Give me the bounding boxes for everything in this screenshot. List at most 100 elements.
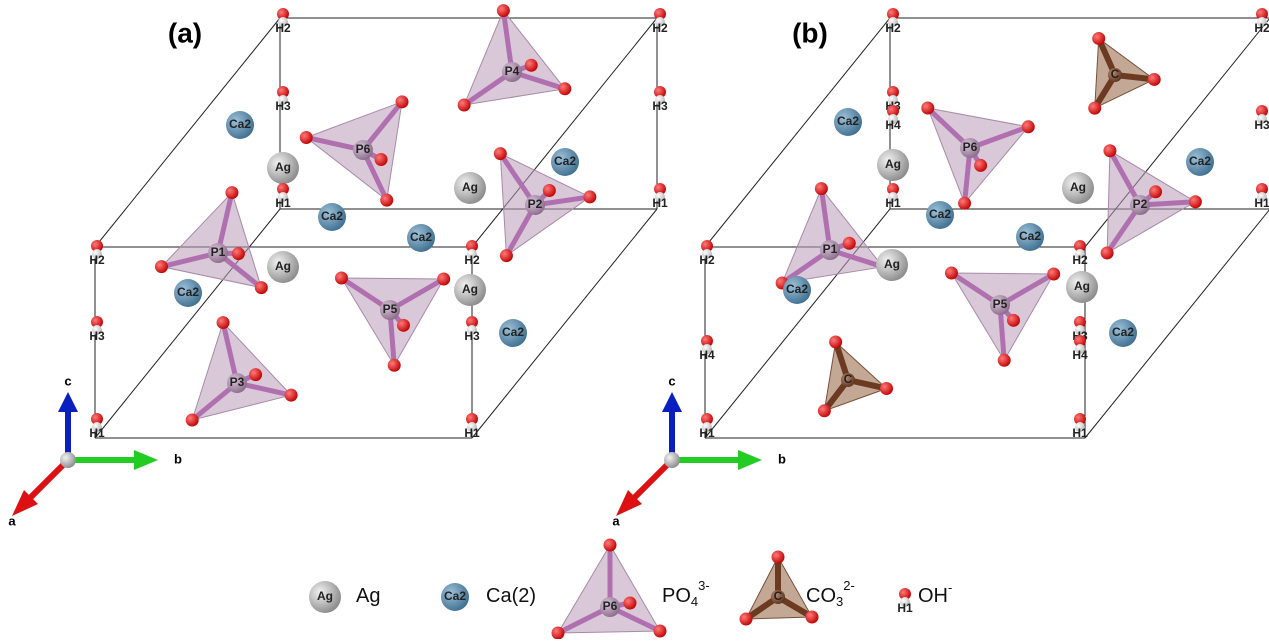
legend-base: PO — [662, 585, 691, 607]
legend-text: CO32- — [806, 578, 855, 609]
axis-label: a — [8, 513, 16, 528]
oxygen — [437, 273, 450, 286]
atom-label: H1 — [89, 426, 105, 440]
oxygen — [1148, 73, 1161, 86]
axis-label: a — [612, 513, 620, 528]
atom-label: Ag — [275, 259, 291, 273]
oxygen — [772, 551, 785, 564]
oxygen — [806, 611, 819, 624]
arrow — [58, 392, 78, 412]
axis-a — [634, 460, 672, 498]
atom-label: H4 — [885, 118, 901, 132]
atom-label: P6 — [603, 599, 618, 613]
oxygen — [494, 147, 507, 160]
oxygen — [740, 613, 753, 626]
axis-label: c — [668, 373, 675, 388]
oxygen — [1103, 144, 1116, 157]
oxygen — [300, 131, 313, 144]
oxygen — [583, 190, 596, 203]
legend-text: Ag — [356, 585, 380, 607]
oxygen — [375, 153, 388, 166]
atom-label: P2 — [528, 197, 543, 211]
panel: (a)H2H3AgH1H2H3H1Ca2Ca2Ca2Ca2Ca2Ca2AgAgA… — [8, 4, 668, 528]
atom-label: H3 — [1254, 118, 1269, 132]
oxygen — [458, 98, 471, 111]
atom-label: Ca2 — [410, 230, 432, 244]
atom-label: Ca2 — [1189, 154, 1211, 168]
oxygen — [397, 319, 410, 332]
oxygen — [249, 368, 262, 381]
atom-label: H2 — [464, 253, 480, 267]
atom-label: H1 — [275, 196, 291, 210]
legend-base: Ca(2) — [486, 585, 536, 607]
atom-label: H1 — [897, 601, 913, 615]
oxygen — [958, 197, 971, 210]
atom-label: P3 — [230, 375, 245, 389]
atom-label: Ag — [462, 282, 478, 296]
oxygen — [396, 95, 409, 108]
atom-label: Ag — [884, 257, 900, 271]
axis-label: b — [778, 451, 786, 466]
oxygen — [232, 247, 245, 260]
legend: AgAgCa2Ca(2)P6PO43-CCO32-H1OH- — [309, 539, 952, 640]
atom-label: H2 — [699, 253, 715, 267]
atom-label: P1 — [823, 242, 838, 256]
atom-label: H2 — [275, 21, 291, 35]
figure: (a) H2 H3 Ag H1 H2 H3 H1 Ca2 Ca2 Ca2 Ca2 Ca2 Ca2 Ag Ag A… — [0, 0, 1269, 639]
atom-label: H1 — [1072, 426, 1088, 440]
oxygen — [155, 260, 168, 273]
oxygen — [543, 184, 556, 197]
oxygen — [1088, 102, 1101, 115]
legend-sub: 4 — [691, 594, 698, 609]
atom-label: H4 — [699, 348, 715, 362]
oxygen — [998, 354, 1011, 367]
oxygen — [974, 159, 987, 172]
oxygen — [1101, 246, 1114, 259]
atom-label: Ag — [885, 157, 901, 171]
atom-label: H1 — [1254, 196, 1269, 210]
oxygen — [1022, 120, 1035, 133]
oxygen — [525, 59, 538, 72]
atom-label: P4 — [505, 64, 520, 78]
atom-label: Ca2 — [502, 325, 524, 339]
cell-edge — [95, 18, 280, 247]
oxygen — [497, 4, 510, 17]
legend-base: Ag — [356, 585, 380, 607]
legend-base: OH — [918, 585, 948, 607]
atom-label: H1 — [699, 426, 715, 440]
oxygen — [604, 539, 617, 552]
oxygen — [335, 271, 348, 284]
legend-sub: 3 — [836, 594, 843, 609]
oxygen — [558, 82, 571, 95]
oxygen — [945, 266, 958, 279]
oxygen — [880, 382, 893, 395]
atom-label: H2 — [885, 21, 901, 35]
oxygen — [624, 597, 637, 610]
legend-sup: 2- — [843, 578, 855, 593]
arrow — [134, 450, 158, 470]
atom-label: P5 — [993, 297, 1008, 311]
panel-label: (a) — [168, 17, 202, 48]
atom-label: Ag — [1070, 180, 1086, 194]
atom-label: H2 — [652, 21, 668, 35]
atom-label: Ag — [462, 180, 478, 194]
atom-label: H1 — [885, 196, 901, 210]
atom-label: Ca2 — [554, 154, 576, 168]
panel-label: (b) — [792, 17, 828, 48]
atom-label: H4 — [1072, 348, 1088, 362]
oxygen — [186, 414, 199, 427]
atom-label: P6 — [356, 142, 371, 156]
oxygen — [818, 404, 831, 417]
oxygen — [1092, 32, 1105, 45]
atom-label: C — [844, 372, 853, 386]
atom-label: Ca2 — [1112, 325, 1134, 339]
atom-label: H3 — [464, 329, 480, 343]
atom-label: Ca2 — [837, 114, 859, 128]
oxygen — [1007, 314, 1020, 327]
arrow — [662, 392, 682, 412]
origin — [664, 452, 680, 468]
oxygen — [921, 102, 934, 115]
oxygen — [500, 249, 513, 262]
legend-text: OH- — [918, 580, 952, 607]
legend-sup: - — [948, 580, 952, 595]
